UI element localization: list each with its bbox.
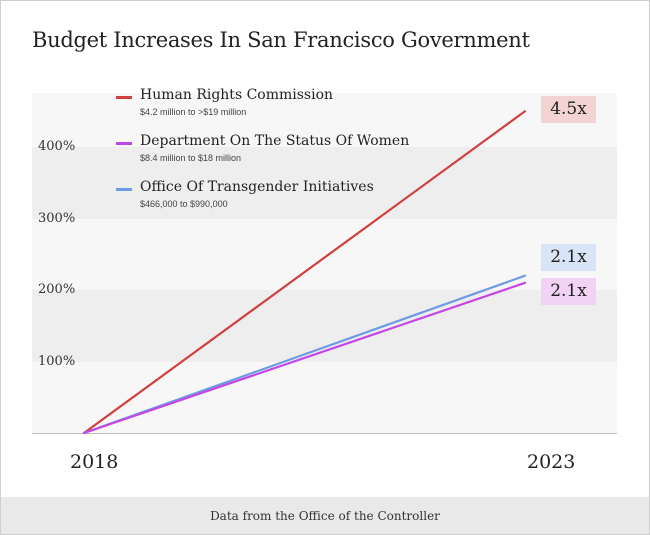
ratio-label: 4.5x — [541, 96, 596, 123]
source-note: Data from the Office of the Controller — [210, 509, 440, 523]
chart-title: Budget Increases In San Francisco Govern… — [32, 28, 530, 52]
ratio-label: 2.1x — [541, 244, 596, 271]
legend-series-detail: $4.2 million to >$19 million — [140, 107, 247, 117]
grid-band — [32, 361, 617, 433]
legend-series-detail: $466,000 to $990,000 — [140, 199, 228, 209]
legend-series-name: Office Of Transgender Initiatives — [140, 179, 374, 195]
x-tick-label: 2018 — [70, 451, 119, 473]
series-line — [82, 274, 527, 435]
x-tick-label: 2023 — [527, 451, 576, 473]
grid-band — [32, 147, 617, 219]
grid-band — [32, 93, 617, 147]
y-tick-label: 300% — [38, 210, 76, 226]
line-chart-svg — [32, 110, 617, 435]
y-tick-label: 200% — [38, 282, 76, 297]
legend-swatch — [116, 96, 132, 99]
grid-band — [32, 290, 617, 362]
legend-series-detail: $8.4 million to $18 million — [140, 153, 242, 163]
legend-swatch — [116, 188, 132, 191]
y-tick-label: 100% — [38, 353, 76, 369]
legend-swatch — [116, 142, 132, 145]
legend-series-name: Department On The Status Of Women — [140, 133, 410, 149]
series-line — [82, 110, 527, 435]
ratio-label: 2.1x — [541, 278, 596, 305]
y-tick-label: 400% — [38, 139, 76, 154]
series-line — [82, 281, 527, 435]
footer-bar: Data from the Office of the Controller — [1, 497, 649, 534]
legend-series-name: Human Rights Commission — [140, 87, 334, 103]
